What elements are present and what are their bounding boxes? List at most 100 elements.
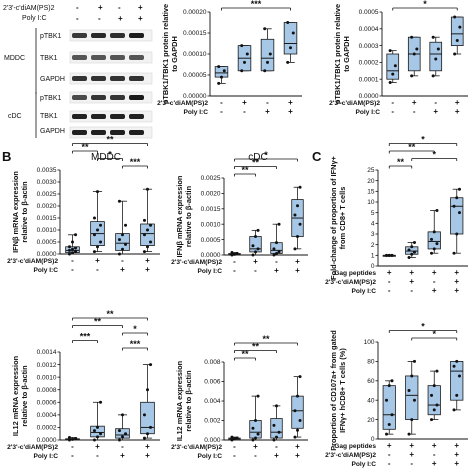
data-point xyxy=(124,223,128,227)
condition-sign: + xyxy=(454,459,459,468)
data-point xyxy=(256,432,260,436)
data-point xyxy=(432,408,436,412)
blot-group-cdc: cDC xyxy=(8,113,22,120)
condition-sign: - xyxy=(121,256,124,265)
data-point xyxy=(412,241,416,245)
blot-polyic-label: Poly I:C xyxy=(22,15,47,22)
band-label-ptbk1-cdc: pTBK1 xyxy=(40,95,62,102)
data-point xyxy=(435,369,439,373)
box xyxy=(450,197,464,235)
data-point xyxy=(67,252,71,256)
data-point xyxy=(92,233,96,237)
blot-band-cdc-gapdh xyxy=(69,126,153,139)
condition-sign: + xyxy=(409,450,414,459)
data-point xyxy=(92,216,96,220)
blot-band-cdc-tbk1 xyxy=(69,110,153,123)
data-point xyxy=(92,250,96,254)
condition-sign: + xyxy=(95,442,100,451)
data-point xyxy=(71,437,74,441)
data-point xyxy=(254,250,257,254)
significance-label: *** xyxy=(130,339,141,349)
chart-ifnb-mddc: 0.0000 0.0005 0.0010 0.0015 0.0020 0.0025 0.00… xyxy=(7,135,160,274)
data-point xyxy=(99,432,103,436)
data-point xyxy=(457,374,461,378)
y-tick-label: 5 xyxy=(371,210,375,217)
panel-letter-c: C xyxy=(312,149,322,164)
data-point xyxy=(230,435,234,439)
data-point xyxy=(412,52,416,56)
y-tick-label: 0.0004 xyxy=(37,412,57,419)
y-tick-label: 0.0015 xyxy=(201,206,221,213)
y-tick-label: 0.00015 xyxy=(183,30,207,37)
blot-band-mddc-ptbk1 xyxy=(69,29,153,42)
data-point xyxy=(435,242,439,246)
condition-sign: - xyxy=(434,98,437,107)
condition-sign: + xyxy=(288,107,293,116)
data-point xyxy=(240,69,244,73)
data-point xyxy=(388,49,392,53)
y-tick-label: 0.0000 xyxy=(37,251,57,258)
data-point xyxy=(92,438,96,442)
condition-label-cdn: 2'3'-c'diAM(PS)2 xyxy=(7,258,58,265)
data-point xyxy=(391,72,395,76)
data-point xyxy=(387,384,391,388)
data-point xyxy=(410,74,414,78)
significance-label: ** xyxy=(94,317,102,327)
condition-sign: + xyxy=(412,98,417,107)
condition-sign: - xyxy=(391,107,394,116)
data-point xyxy=(146,228,149,232)
condition-sign: + xyxy=(433,107,438,116)
significance-label: ** xyxy=(81,142,89,152)
data-point xyxy=(67,435,71,439)
y-tick-label: 0.0003 xyxy=(359,43,379,50)
y-axis-label: pTBK1/TBK1 protein relative xyxy=(333,4,342,104)
condition-label-cdn: 2'3'-c'diAM(PS)2 xyxy=(7,444,58,451)
chart-ifng-foldchange: 0 1 2 3 4 5 10 15 20 25 Fold-change of proportion … xyxy=(325,135,468,295)
svg-text:+: + xyxy=(138,3,143,12)
data-point xyxy=(407,255,411,259)
condition-sign: + xyxy=(432,268,437,277)
data-point xyxy=(430,393,434,397)
y-tick-label: 0.0020 xyxy=(201,191,221,198)
data-point xyxy=(74,250,78,254)
data-point xyxy=(277,430,281,434)
condition-sign: - xyxy=(254,451,257,460)
y-tick-label: 0.0020 xyxy=(37,203,57,210)
data-point xyxy=(293,213,297,217)
data-point xyxy=(235,436,239,440)
data-point xyxy=(457,187,461,191)
condition-sign: - xyxy=(433,450,436,459)
data-point xyxy=(233,437,236,441)
y-tick-label: 0.0010 xyxy=(37,227,57,234)
condition-label-polyic: Poly I:C xyxy=(33,453,58,460)
y-tick-label: 0 xyxy=(371,436,375,443)
data-point xyxy=(121,233,124,237)
condition-sign: - xyxy=(233,442,236,451)
data-point xyxy=(277,222,281,226)
data-point xyxy=(410,252,414,256)
data-point xyxy=(74,246,78,250)
significance-label: ** xyxy=(262,334,270,344)
y-tick-label: 0.0014 xyxy=(37,349,57,356)
data-point xyxy=(452,364,456,368)
chart-ifnb-cdc: 0.0000 0.0005 0.0010 0.0015 0.0020 0.0025 IFNβ… xyxy=(171,150,308,275)
data-point xyxy=(124,242,128,246)
condition-sign: + xyxy=(120,265,125,274)
data-point xyxy=(296,428,299,432)
svg-text:-: - xyxy=(118,3,121,12)
y-axis-label: IFNβ mRNA expression xyxy=(11,171,20,253)
y-tick-label: 0.00010 xyxy=(183,51,207,58)
data-point xyxy=(233,252,236,256)
y-tick-label: 20 xyxy=(367,417,375,424)
data-point xyxy=(407,432,411,436)
condition-sign: + xyxy=(265,107,270,116)
data-point xyxy=(452,204,456,208)
data-point xyxy=(256,247,260,251)
condition-sign: - xyxy=(388,277,391,286)
chart-il12-cdc: 0.000 0.002 0.004 0.006 0.008 IL12 mRNA expre… xyxy=(171,334,308,460)
significance-label: ** xyxy=(106,309,114,319)
data-point xyxy=(71,251,74,255)
data-point xyxy=(149,223,153,227)
data-point xyxy=(452,408,456,412)
condition-label-polyic: Poly I:C xyxy=(197,268,222,275)
